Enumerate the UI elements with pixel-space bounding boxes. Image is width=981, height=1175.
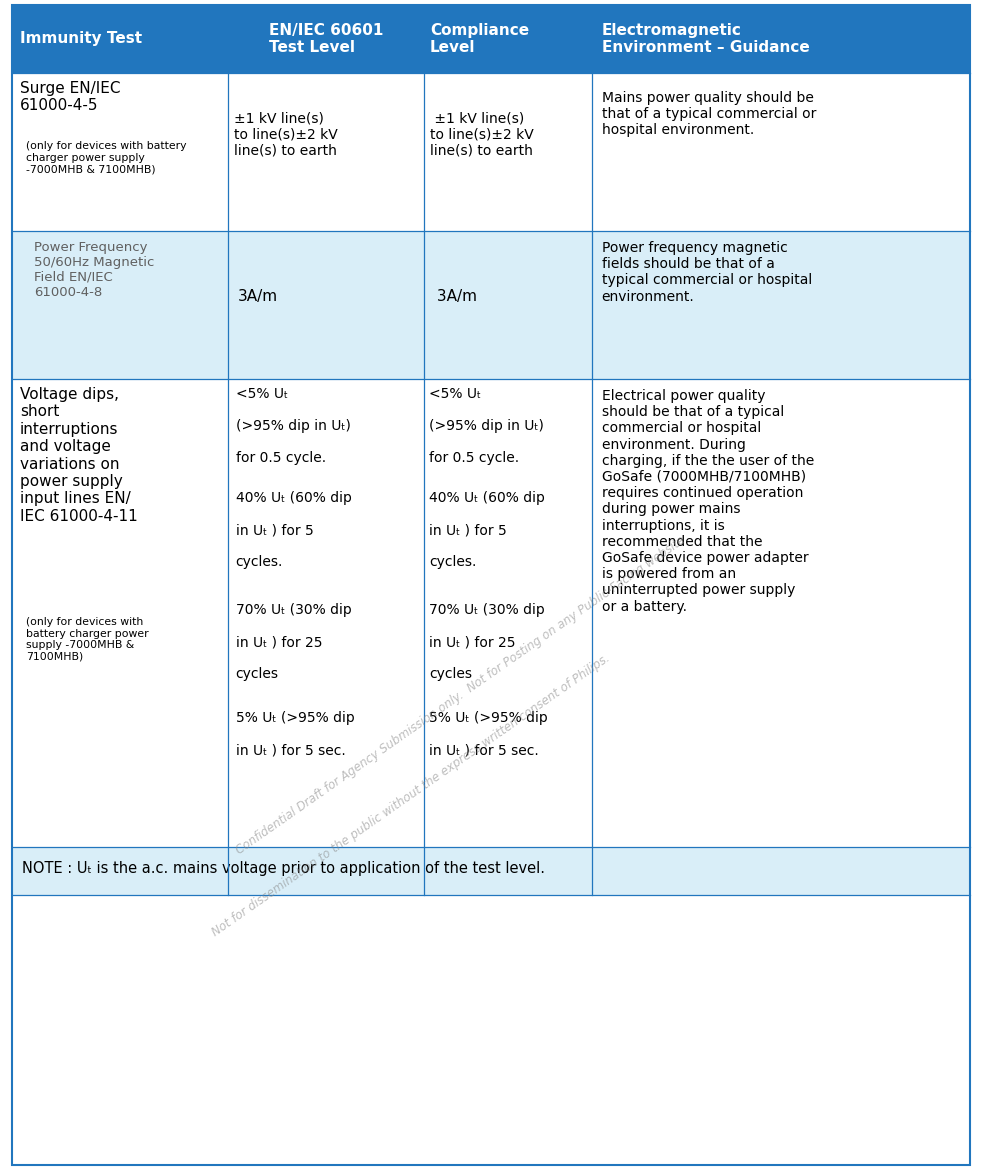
Bar [228,231,424,380]
Text: Not for dissemination to the public without the express written consent of Phili: Not for dissemination to the public with… [210,651,612,939]
Text: Surge EN/IEC
61000-4-5: Surge EN/IEC 61000-4-5 [20,81,121,114]
Text: 5% Uₜ (>95% dip: 5% Uₜ (>95% dip [235,711,354,725]
Text: in Uₜ ) for 25: in Uₜ ) for 25 [235,634,322,649]
Text: (>95% dip in Uₜ): (>95% dip in Uₜ) [429,419,543,434]
Text: in Uₜ ) for 5 sec.: in Uₜ ) for 5 sec. [235,743,345,757]
Text: Power Frequency
50/60Hz Magnetic
Field EN/IEC
61000-4-8: Power Frequency 50/60Hz Magnetic Field E… [34,241,154,298]
Bar [12,380,228,847]
Bar [12,895,970,1164]
Text: 3A/m: 3A/m [432,289,477,304]
Text: Mains power quality should be
that of a typical commercial or
hospital environme: Mains power quality should be that of a … [601,90,816,137]
Text: (>95% dip in Uₜ): (>95% dip in Uₜ) [235,419,350,434]
Bar [12,847,970,895]
Bar [592,5,970,73]
Text: in Uₜ ) for 25: in Uₜ ) for 25 [429,634,515,649]
Bar [592,231,970,380]
Text: NOTE : Uₜ is the a.c. mains voltage prior to application of the test level.: NOTE : Uₜ is the a.c. mains voltage prio… [22,861,545,877]
Text: 40% Uₜ (60% dip: 40% Uₜ (60% dip [429,491,544,505]
Bar [592,380,970,847]
Text: in Uₜ ) for 5: in Uₜ ) for 5 [235,523,313,537]
Bar [424,231,592,380]
Text: EN/IEC 60601
Test Level: EN/IEC 60601 Test Level [269,22,383,55]
Text: <5% Uₜ: <5% Uₜ [235,387,287,401]
Text: Electromagnetic
Environment – Guidance: Electromagnetic Environment – Guidance [601,22,809,55]
Text: cycles: cycles [429,667,472,682]
Bar [12,73,228,231]
Text: (only for devices with
battery charger power
supply -7000MHB &
7100MHB): (only for devices with battery charger p… [26,617,149,662]
Text: in Uₜ ) for 5 sec.: in Uₜ ) for 5 sec. [429,743,539,757]
Bar [228,380,424,847]
Text: cycles: cycles [235,667,279,682]
Bar [424,5,592,73]
Text: Compliance
Level: Compliance Level [430,22,529,55]
Text: 3A/m: 3A/m [237,289,278,304]
Bar [592,73,970,231]
Bar [12,5,228,73]
Text: Electrical power quality
should be that of a typical
commercial or hospital
envi: Electrical power quality should be that … [601,389,814,613]
Text: (only for devices with battery
charger power supply
-7000MHB & 7100MHB): (only for devices with battery charger p… [26,141,186,174]
Text: for 0.5 cycle.: for 0.5 cycle. [235,451,326,465]
Text: 40% Uₜ (60% dip: 40% Uₜ (60% dip [235,491,351,505]
Bar [424,73,592,231]
Text: Power frequency magnetic
fields should be that of a
typical commercial or hospit: Power frequency magnetic fields should b… [601,241,812,303]
Text: ±1 kV line(s)
to line(s)±2 kV
line(s) to earth: ±1 kV line(s) to line(s)±2 kV line(s) to… [430,110,534,157]
Text: in Uₜ ) for 5: in Uₜ ) for 5 [429,523,507,537]
Bar [228,5,424,73]
Text: cycles.: cycles. [429,555,477,569]
Bar [12,231,228,380]
Text: 70% Uₜ (30% dip: 70% Uₜ (30% dip [429,603,544,617]
Text: 70% Uₜ (30% dip: 70% Uₜ (30% dip [235,603,351,617]
Text: Immunity Test: Immunity Test [20,32,142,47]
Text: 5% Uₜ (>95% dip: 5% Uₜ (>95% dip [429,711,547,725]
Text: <5% Uₜ: <5% Uₜ [429,387,481,401]
Text: for 0.5 cycle.: for 0.5 cycle. [429,451,519,465]
Text: Voltage dips,
short
interruptions
and voltage
variations on
power supply
input l: Voltage dips, short interruptions and vo… [20,387,137,524]
Text: cycles.: cycles. [235,555,283,569]
Text: ±1 kV line(s)
to line(s)±2 kV
line(s) to earth: ±1 kV line(s) to line(s)±2 kV line(s) to… [233,110,337,157]
Text: Confidential Draft for Agency Submission only.  Not for Posting on any Public-Fa: Confidential Draft for Agency Submission… [233,533,688,857]
Bar [228,73,424,231]
Bar [424,380,592,847]
